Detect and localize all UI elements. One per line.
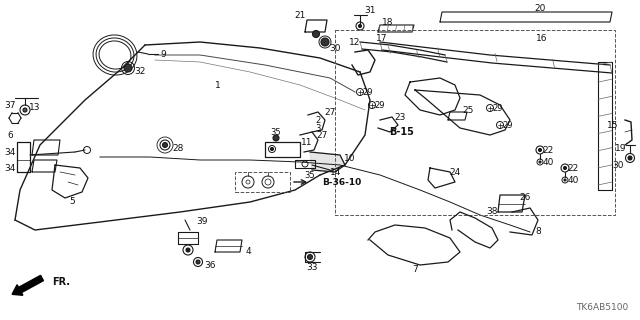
Text: 29: 29 [493,103,503,113]
Circle shape [124,64,132,72]
Circle shape [186,248,190,252]
Text: 14: 14 [330,167,342,177]
Text: 19: 19 [615,143,627,153]
Text: 28: 28 [172,143,184,153]
Text: 38: 38 [486,207,498,217]
Text: TK6AB5100: TK6AB5100 [576,303,628,312]
Text: 32: 32 [134,67,146,76]
Circle shape [163,142,168,148]
Text: 39: 39 [196,218,208,227]
Text: 6: 6 [7,131,13,140]
Text: 36: 36 [204,260,216,269]
Text: 30: 30 [612,161,624,170]
Text: 26: 26 [519,194,531,203]
Text: 29: 29 [503,121,513,130]
Text: 40: 40 [542,157,554,166]
Text: 35: 35 [271,127,282,137]
Text: 16: 16 [536,34,548,43]
Text: 17: 17 [376,34,388,43]
Text: 25: 25 [462,106,474,115]
Text: 22: 22 [568,164,579,172]
Text: 12: 12 [349,37,361,46]
Text: 33: 33 [307,262,317,271]
Circle shape [321,38,329,46]
Text: 27: 27 [316,131,328,140]
Circle shape [273,135,279,141]
Text: 20: 20 [534,4,546,12]
Circle shape [538,148,541,151]
Text: 2: 2 [316,116,321,124]
Circle shape [539,161,541,163]
Text: 23: 23 [394,113,406,122]
Text: 37: 37 [4,100,16,109]
Text: B-36-10: B-36-10 [322,178,361,187]
Text: 1: 1 [215,81,221,90]
FancyArrow shape [12,276,44,295]
Text: 22: 22 [542,146,554,155]
Text: 7: 7 [412,266,418,275]
Circle shape [271,148,273,150]
Text: 9: 9 [160,50,166,59]
Text: 34: 34 [4,164,16,172]
Text: 10: 10 [344,154,356,163]
Text: 15: 15 [607,121,619,130]
Text: 29: 29 [363,87,373,97]
Text: FR.: FR. [52,277,70,287]
Text: 18: 18 [382,18,394,27]
Text: 4: 4 [245,247,251,257]
Circle shape [23,108,27,112]
Text: 29: 29 [375,100,385,109]
Text: 3: 3 [316,124,321,132]
Text: 30: 30 [329,44,340,52]
Text: 35: 35 [305,171,316,180]
Text: 27: 27 [324,108,336,116]
Text: 5: 5 [69,197,75,206]
Text: 40: 40 [567,175,579,185]
Text: 24: 24 [449,167,461,177]
Circle shape [563,166,566,170]
Circle shape [628,156,632,160]
Text: 21: 21 [294,11,306,20]
Text: 13: 13 [29,102,41,111]
Text: 11: 11 [301,138,313,147]
Text: 8: 8 [535,228,541,236]
Circle shape [564,179,566,181]
Text: 31: 31 [364,5,376,14]
Circle shape [196,260,200,264]
Circle shape [358,25,362,28]
Polygon shape [310,152,345,172]
Circle shape [312,30,319,37]
Text: 34: 34 [4,148,16,156]
Text: B-15: B-15 [390,127,415,137]
Circle shape [307,254,312,260]
